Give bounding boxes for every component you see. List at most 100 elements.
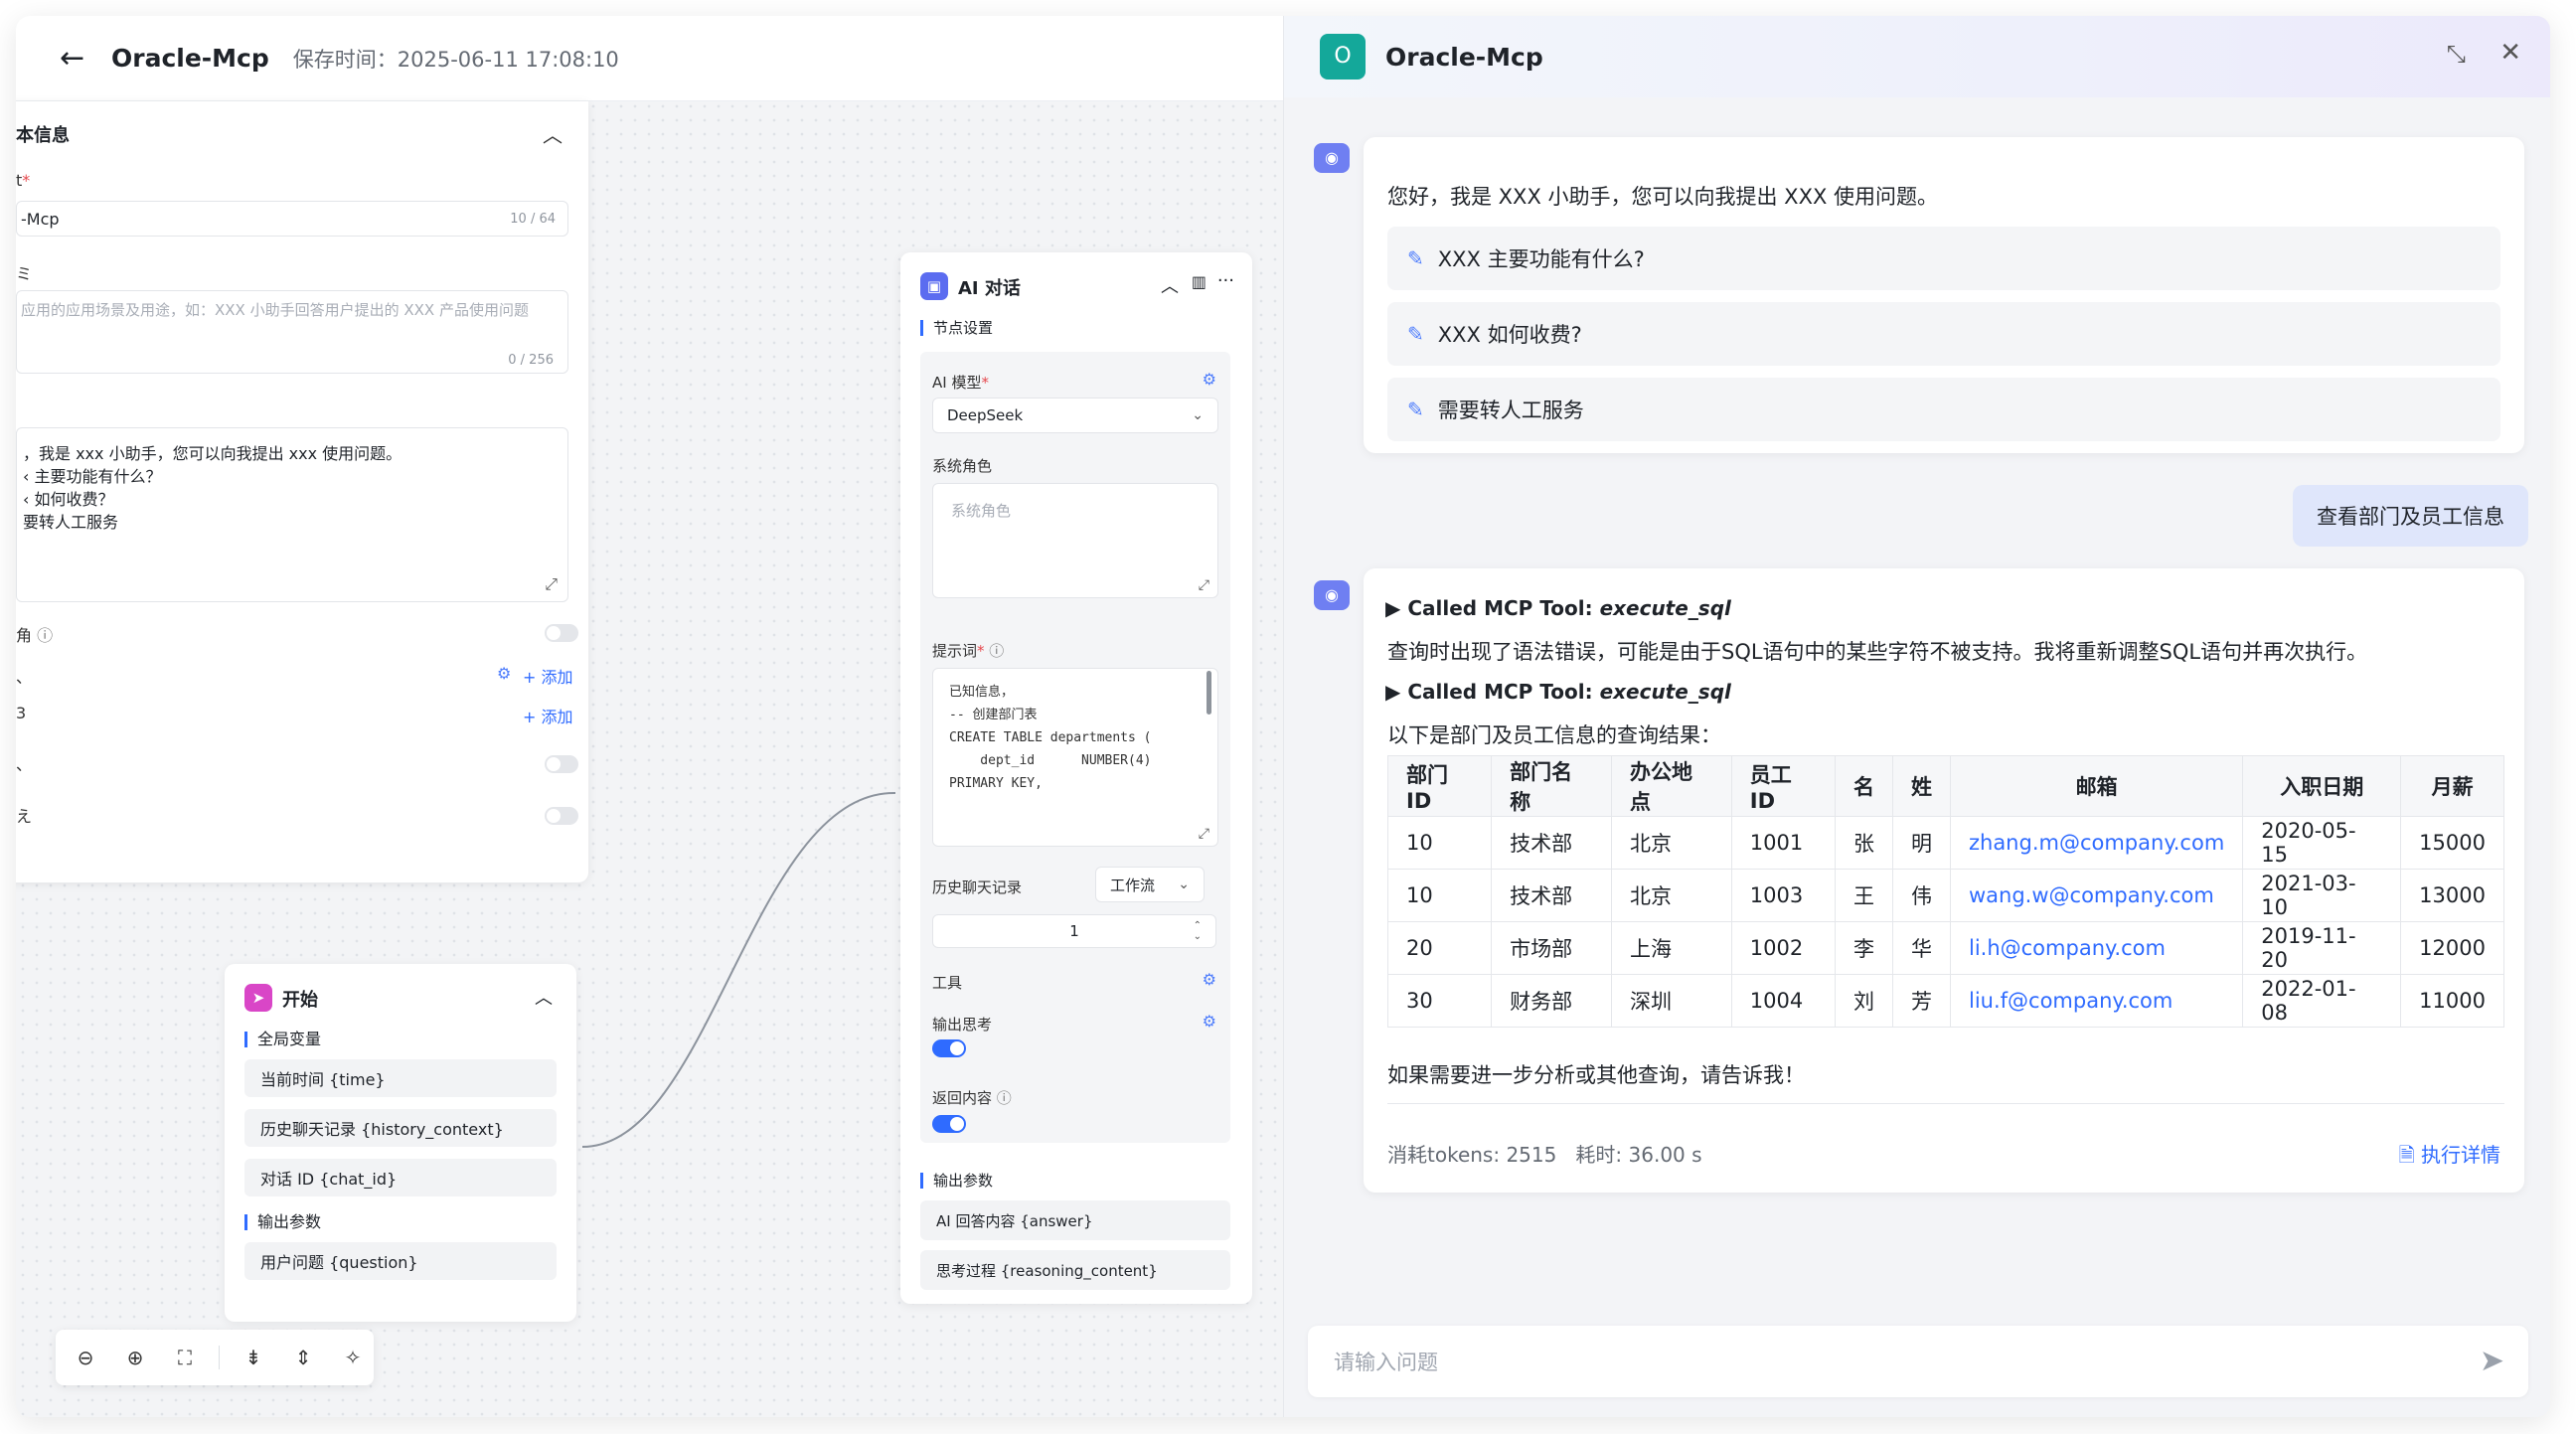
tool-call-toggle[interactable]: ▶ Called MCP Tool: execute_sql: [1385, 680, 1731, 704]
table-cell: 1001: [1730, 816, 1836, 870]
email-link[interactable]: wang.w@company.com: [1949, 869, 2244, 922]
start-node[interactable]: ➤ 开始 ︿ 全局变量 当前时间 {time} 历史聊天记录 {history_…: [225, 964, 576, 1322]
usage-stats: 消耗tokens: 2515 耗时: 36.00 s: [1387, 1143, 1702, 1167]
table-cell: 2020-05-15: [2242, 816, 2402, 870]
output-thinking-toggle[interactable]: [932, 1039, 966, 1057]
return-content-toggle[interactable]: [932, 1115, 966, 1133]
basic-info-card: 本信息 ︿ t* -Mcp 10 / 64 ミ 应用的应用场景及用途，如：XXX…: [16, 101, 588, 882]
collapse-icon[interactable]: ⇟: [244, 1346, 262, 1369]
suggestion-item[interactable]: ✎ XXX 如何收费?: [1387, 302, 2500, 366]
gear-icon[interactable]: ⚙: [497, 664, 512, 683]
column-header: 员工ID: [1730, 755, 1836, 817]
chevron-up-icon[interactable]: ︿: [543, 123, 563, 147]
global-var-item[interactable]: 历史聊天记录 {history_context}: [244, 1109, 557, 1147]
history-mode-select[interactable]: 工作流 ⌄: [1095, 867, 1205, 902]
chart-icon[interactable]: ▥: [1191, 272, 1207, 291]
column-header: 部门名称: [1491, 755, 1612, 817]
expand-icon[interactable]: ⤢: [1198, 826, 1209, 842]
desc-textarea[interactable]: 应用的应用场景及用途，如：XXX 小助手回答用户提出的 XXX 产品使用问题 0…: [16, 290, 568, 374]
more-icon[interactable]: ···: [1216, 270, 1234, 291]
name-counter: 10 / 64: [510, 212, 556, 227]
fit-view-icon[interactable]: ⛶: [178, 1346, 192, 1369]
edit-icon: ✎: [1407, 246, 1424, 270]
document-icon: 🗎: [2398, 1143, 2421, 1167]
table-cell: 张: [1834, 816, 1893, 870]
row-label: 、: [16, 668, 33, 687]
system-role-textarea[interactable]: 系统角色 ⤢: [932, 483, 1218, 598]
gear-icon[interactable]: ⚙: [1202, 370, 1216, 389]
return-content-label: 返回内容 ⓘ: [932, 1089, 1012, 1107]
cleanup-icon[interactable]: ✧: [344, 1346, 362, 1369]
connector-line: [581, 791, 896, 1148]
model-label: AI 模型*: [932, 374, 989, 392]
output-params-label: 输出参数: [920, 1173, 993, 1189]
ai-node-title: AI 对话: [958, 278, 1021, 299]
chevron-up-icon[interactable]: ︿: [1161, 276, 1179, 297]
suggestion-item[interactable]: ✎ 需要转人工服务: [1387, 378, 2500, 441]
table-cell: 13000: [2400, 869, 2504, 922]
chevron-up-icon[interactable]: ︿: [535, 988, 553, 1009]
email-link[interactable]: zhang.m@company.com: [1949, 816, 2244, 870]
opening-remarks-textarea[interactable]: ，我是 xxx 小助手，您可以向我提出 xxx 使用问题。 ‹ 主要功能有什么？…: [16, 427, 568, 602]
error-note: 查询时出现了语法错误，可能是由于SQL语句中的某些字符不被支持。我将重新调整SQ…: [1387, 640, 2368, 664]
model-select[interactable]: DeepSeek ⌄: [932, 398, 1218, 433]
table-cell: 10: [1386, 869, 1493, 922]
zoom-out-icon[interactable]: ⊖: [77, 1346, 94, 1369]
opening-line: ，我是 xxx 小助手，您可以向我提出 xxx 使用问题。: [23, 444, 402, 463]
table-cell: 王: [1834, 869, 1893, 922]
table-cell: 2019-11-20: [2242, 921, 2402, 975]
workflow-canvas[interactable]: ← Oracle-Mcp 保存时间：2025-06-11 17:08:10 本信…: [16, 16, 1283, 1417]
suggestion-item[interactable]: ✎ XXX 主要功能有什么?: [1387, 227, 2500, 290]
global-vars-label: 全局变量: [244, 1032, 321, 1047]
expand-all-icon[interactable]: ⇕: [294, 1346, 312, 1369]
ai-dialog-node[interactable]: ▣ AI 对话 ︿ ▥ ··· 节点设置 AI 模型* ⚙ DeepSeek ⌄ …: [900, 252, 1252, 1304]
toggle-switch[interactable]: [545, 755, 578, 773]
table-cell: 30: [1386, 974, 1493, 1028]
add-link[interactable]: + 添加: [523, 668, 573, 687]
table-cell: 1003: [1730, 869, 1836, 922]
welcome-message: 您好，我是 XXX 小助手，您可以向我提出 XXX 使用问题。 ✎ XXX 主要功…: [1364, 137, 2524, 453]
email-link[interactable]: liu.f@company.com: [1949, 974, 2244, 1028]
global-var-item[interactable]: 对话 ID {chat_id}: [244, 1159, 557, 1196]
desc-counter: 0 / 256: [508, 353, 554, 368]
table-row: 20 市场部 上海 1002 李 华 li.h@company.com 2019…: [1386, 921, 2504, 975]
expand-icon[interactable]: ⤢: [545, 574, 558, 593]
expand-icon[interactable]: ⤢: [1198, 577, 1209, 593]
name-input[interactable]: -Mcp 10 / 64: [16, 201, 568, 237]
gear-icon[interactable]: ⚙: [1202, 1012, 1216, 1031]
table-cell: 11000: [2400, 974, 2504, 1028]
zoom-in-icon[interactable]: ⊕: [126, 1346, 144, 1369]
email-link[interactable]: li.h@company.com: [1949, 921, 2244, 975]
gear-icon[interactable]: ⚙: [1202, 970, 1216, 989]
table-cell: 1002: [1730, 921, 1836, 975]
toggle-switch[interactable]: [545, 624, 578, 642]
system-role-placeholder: 系统角色: [951, 502, 1012, 520]
output-param-item[interactable]: 思考过程 {reasoning_content}: [920, 1250, 1230, 1290]
table-cell: 华: [1891, 921, 1951, 975]
close-icon[interactable]: ✕: [2499, 38, 2521, 68]
toggle-switch[interactable]: [545, 807, 578, 825]
prompt-textarea[interactable]: 已知信息， -- 创建部门表 CREATE TABLE departments …: [932, 668, 1218, 847]
tool-call-toggle[interactable]: ▶ Called MCP Tool: execute_sql: [1385, 596, 1731, 620]
add-link[interactable]: + 添加: [523, 708, 573, 726]
chat-header: O Oracle-Mcp ⤡ ✕: [1284, 16, 2550, 97]
table-cell: 技术部: [1491, 816, 1612, 870]
back-arrow-icon[interactable]: ←: [60, 41, 85, 76]
table-row: 10 技术部 北京 1003 王 伟 wang.w@company.com 20…: [1386, 869, 2504, 922]
app-avatar: O: [1320, 34, 1366, 80]
send-icon[interactable]: ➤: [2479, 1344, 2504, 1378]
start-node-title: 开始: [282, 990, 318, 1011]
scrollbar[interactable]: [1207, 671, 1211, 715]
history-count-stepper[interactable]: 1 ⌃ ⌄: [932, 914, 1216, 948]
question-input[interactable]: 请输入问题 ➤: [1308, 1326, 2528, 1397]
greeting-text: 您好，我是 XXX 小助手，您可以向我提出 XXX 使用问题。: [1387, 185, 1939, 209]
execution-details-link[interactable]: 🗎 执行详情: [2398, 1143, 2500, 1167]
output-param-item[interactable]: 用户问题 {question}: [244, 1242, 557, 1280]
editor-topbar: ← Oracle-Mcp 保存时间：2025-06-11 17:08:10: [16, 16, 1283, 101]
minimize-icon[interactable]: ⤡: [2446, 40, 2466, 68]
output-param-item[interactable]: AI 回答内容 {answer}: [920, 1200, 1230, 1240]
opening-line: 要转人工服务: [23, 513, 119, 532]
column-header: 月薪: [2400, 755, 2504, 817]
result-table: 部门ID 部门名称 办公地点 员工ID 名 姓 邮箱 入职日期 月薪 10 技术: [1386, 755, 2504, 1028]
global-var-item[interactable]: 当前时间 {time}: [244, 1059, 557, 1097]
